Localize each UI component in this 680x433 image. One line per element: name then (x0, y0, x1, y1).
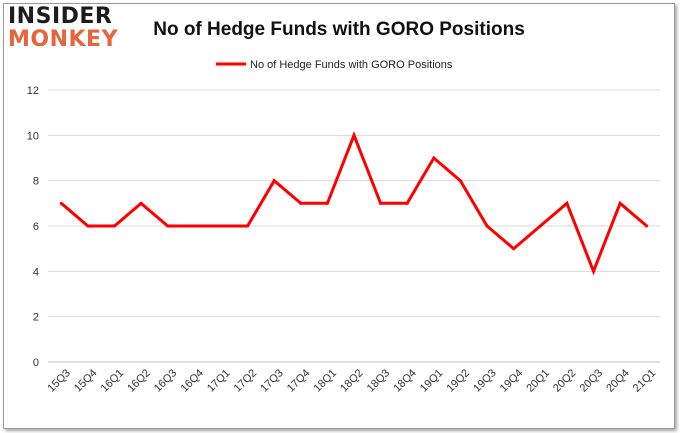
data-point (432, 156, 436, 160)
gridlines (48, 89, 660, 363)
x-tick-label: 17Q2 (232, 367, 260, 395)
data-point (299, 201, 303, 205)
data-point (379, 201, 383, 205)
data-point (272, 179, 276, 183)
x-tick-label: 17Q3 (258, 367, 286, 395)
x-tick-label: 17Q1 (205, 367, 233, 395)
data-point (618, 201, 622, 205)
legend-label: No of Hedge Funds with GORO Positions (250, 59, 453, 71)
data-point (352, 133, 356, 137)
x-tick-label: 16Q2 (125, 367, 153, 395)
data-point (86, 224, 90, 228)
data-point (139, 201, 143, 205)
x-tick-label: 18Q2 (338, 367, 366, 395)
x-tick-label: 20Q2 (551, 367, 579, 395)
insider-monkey-logo: INSIDER MONKEY (8, 6, 132, 56)
data-point (458, 179, 462, 183)
data-point (192, 224, 196, 228)
data-point (219, 224, 223, 228)
legend: No of Hedge Funds with GORO Positions (216, 59, 453, 71)
x-tick-label: 20Q3 (578, 367, 606, 395)
y-tick-label: 4 (33, 266, 39, 278)
y-tick-label: 6 (33, 221, 39, 233)
x-tick-label: 16Q3 (152, 367, 180, 395)
y-tick-label: 8 (33, 176, 39, 188)
data-point (645, 224, 649, 228)
data-point (591, 269, 595, 273)
data-point (325, 201, 329, 205)
series-layer (59, 131, 649, 276)
logo-line-2: MONKEY (8, 27, 119, 52)
x-tick-label: 21Q1 (631, 367, 659, 395)
x-tick-label: 15Q3 (45, 367, 73, 395)
data-point (405, 201, 409, 205)
x-tick-label: 18Q1 (312, 367, 340, 395)
data-point (512, 247, 516, 251)
x-tick-label: 19Q3 (471, 367, 499, 395)
y-tick-label: 10 (27, 130, 39, 142)
x-tick-label: 20Q4 (604, 367, 632, 395)
chart-frame (3, 3, 675, 429)
data-point (59, 201, 63, 205)
chart-title: No of Hedge Funds with GORO Positions (153, 19, 525, 40)
logo-line-1: INSIDER (8, 4, 113, 29)
x-tick-label: 18Q3 (365, 367, 393, 395)
x-tick-label: 16Q4 (178, 367, 206, 395)
y-tick-label: 2 (33, 312, 39, 324)
x-tick-label: 16Q1 (99, 367, 127, 395)
x-axis: 15Q3 15Q4 16Q1 16Q2 16Q3 16Q4 17Q1 17Q2 17Q3 17Q4… (45, 367, 658, 395)
y-tick-label: 12 (27, 85, 39, 97)
y-tick-label: 0 (33, 357, 39, 369)
data-point (485, 224, 489, 228)
data-point (113, 224, 117, 228)
series-line (60, 131, 648, 276)
data-point (166, 224, 170, 228)
x-tick-label: 19Q1 (418, 367, 446, 395)
x-tick-label: 15Q4 (72, 367, 100, 395)
x-tick-label: 17Q4 (285, 367, 313, 395)
y-axis: 0 2 4 6 8 10 12 (27, 85, 39, 369)
x-tick-label: 18Q4 (391, 367, 419, 395)
data-point (565, 201, 569, 205)
x-tick-label: 19Q4 (498, 367, 526, 395)
x-tick-label: 19Q2 (445, 367, 473, 395)
data-point (538, 224, 542, 228)
data-point (246, 224, 250, 228)
x-tick-label: 20Q1 (524, 367, 552, 395)
